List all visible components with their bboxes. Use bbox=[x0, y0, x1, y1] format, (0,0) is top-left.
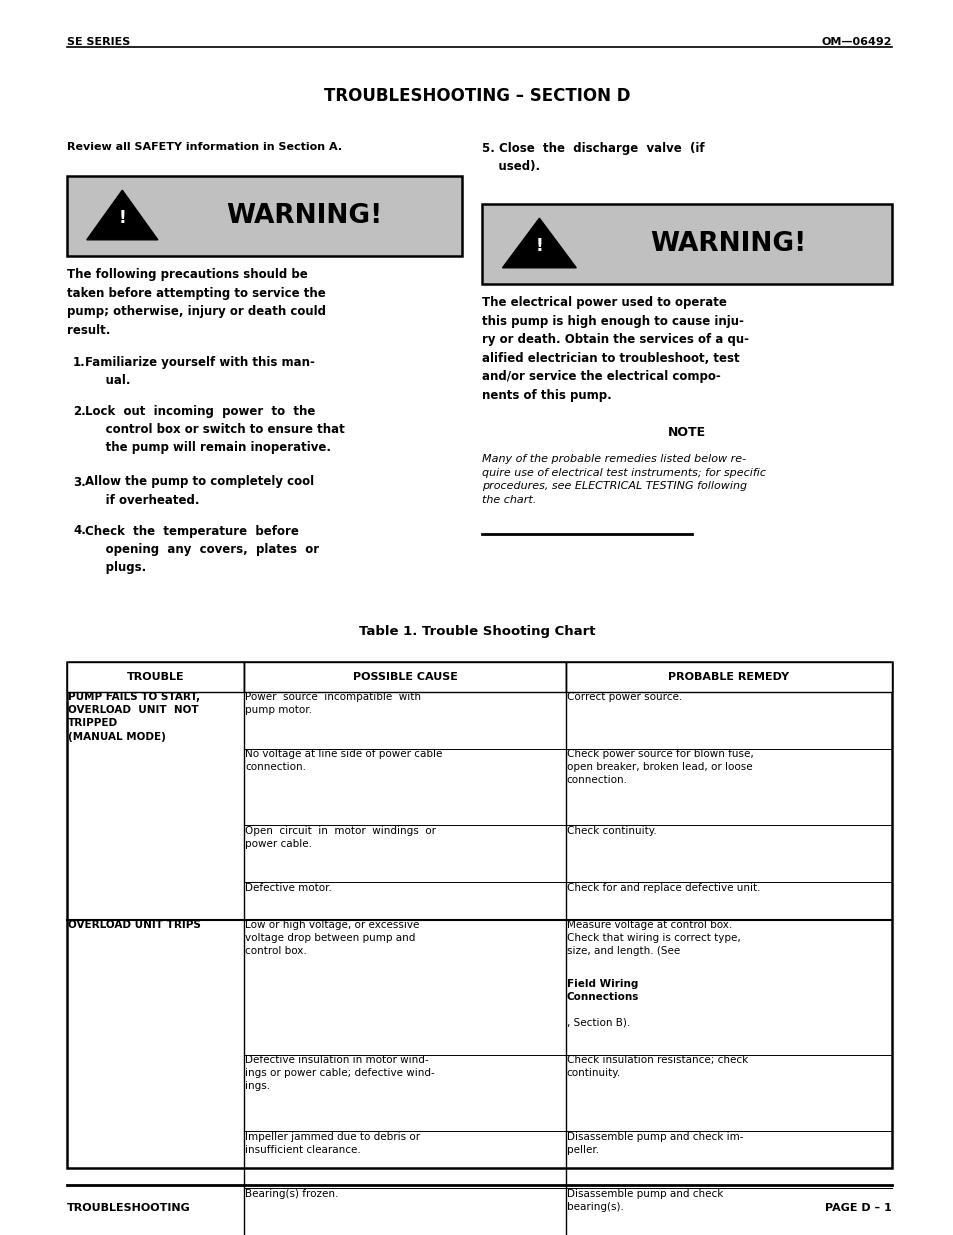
Text: NOTE: NOTE bbox=[667, 426, 705, 438]
Bar bbox=[67, 177, 461, 256]
Bar bbox=[67, 662, 244, 692]
Text: Low or high voltage, or excessive
voltage drop between pump and
control box.: Low or high voltage, or excessive voltag… bbox=[245, 920, 419, 956]
Polygon shape bbox=[87, 190, 157, 240]
Text: Measure voltage at control box.
Check that wiring is correct type,
size, and len: Measure voltage at control box. Check th… bbox=[566, 920, 740, 956]
Text: Impeller jammed due to debris or
insufficient clearance.: Impeller jammed due to debris or insuffi… bbox=[245, 1131, 419, 1155]
Text: SE SERIES: SE SERIES bbox=[67, 37, 131, 47]
Text: PAGE D – 1: PAGE D – 1 bbox=[824, 1203, 891, 1213]
Text: TROUBLESHOOTING – SECTION D: TROUBLESHOOTING – SECTION D bbox=[323, 86, 630, 105]
Text: Familiarize yourself with this man-
     ual.: Familiarize yourself with this man- ual. bbox=[85, 356, 314, 387]
Text: Open  circuit  in  motor  windings  or
power cable.: Open circuit in motor windings or power … bbox=[245, 825, 436, 848]
Text: PROBABLE REMEDY: PROBABLE REMEDY bbox=[668, 672, 789, 682]
Text: TROUBLESHOOTING: TROUBLESHOOTING bbox=[67, 1203, 191, 1213]
Bar bbox=[481, 204, 891, 284]
Text: !: ! bbox=[535, 237, 542, 254]
Text: Allow the pump to completely cool
     if overheated.: Allow the pump to completely cool if ove… bbox=[85, 475, 314, 506]
Text: Bearing(s) frozen.: Bearing(s) frozen. bbox=[245, 1188, 338, 1198]
Text: 2.: 2. bbox=[73, 405, 86, 417]
Bar bbox=[244, 662, 565, 692]
Text: Defective motor.: Defective motor. bbox=[245, 883, 332, 893]
Text: OM—06492: OM—06492 bbox=[821, 37, 891, 47]
Text: Disassemble pump and check
bearing(s).: Disassemble pump and check bearing(s). bbox=[566, 1188, 722, 1212]
Text: 3.: 3. bbox=[73, 475, 86, 489]
Text: Review all SAFETY information in Section A.: Review all SAFETY information in Section… bbox=[67, 142, 342, 152]
Text: PUMP FAILS TO START,
OVERLOAD  UNIT  NOT
TRIPPED
(MANUAL MODE): PUMP FAILS TO START, OVERLOAD UNIT NOT T… bbox=[68, 692, 199, 742]
Text: WARNING!: WARNING! bbox=[226, 203, 382, 228]
Text: Check continuity.: Check continuity. bbox=[566, 825, 656, 836]
Text: Check for and replace defective unit.: Check for and replace defective unit. bbox=[566, 883, 760, 893]
Text: Many of the probable remedies listed below re-
quire use of electrical test inst: Many of the probable remedies listed bel… bbox=[481, 454, 765, 505]
Text: POSSIBLE CAUSE: POSSIBLE CAUSE bbox=[353, 672, 457, 682]
Text: Table 1. Trouble Shooting Chart: Table 1. Trouble Shooting Chart bbox=[358, 625, 595, 638]
Text: 5. Close  the  discharge  valve  (if
    used).: 5. Close the discharge valve (if used). bbox=[481, 142, 704, 173]
Text: The following precautions should be
taken before attempting to service the
pump;: The following precautions should be take… bbox=[67, 268, 326, 336]
Text: Correct power source.: Correct power source. bbox=[566, 692, 681, 701]
Text: The electrical power used to operate
this pump is high enough to cause inju-
ry : The electrical power used to operate thi… bbox=[481, 296, 748, 401]
Text: Check power source for blown fuse,
open breaker, broken lead, or loose
connectio: Check power source for blown fuse, open … bbox=[566, 750, 753, 785]
Polygon shape bbox=[502, 219, 576, 268]
Text: !: ! bbox=[118, 209, 126, 227]
Text: Check insulation resistance; check
continuity.: Check insulation resistance; check conti… bbox=[566, 1055, 747, 1078]
Bar bbox=[565, 662, 891, 692]
Text: Field Wiring
Connections: Field Wiring Connections bbox=[566, 978, 639, 1002]
Text: Lock  out  incoming  power  to  the
     control box or switch to ensure that
  : Lock out incoming power to the control b… bbox=[85, 405, 344, 454]
Text: , Section B).: , Section B). bbox=[566, 1018, 629, 1028]
Text: Check  the  temperature  before
     opening  any  covers,  plates  or
     plug: Check the temperature before opening any… bbox=[85, 525, 319, 573]
Text: 1.: 1. bbox=[73, 356, 86, 369]
Text: OVERLOAD UNIT TRIPS: OVERLOAD UNIT TRIPS bbox=[68, 920, 200, 930]
Text: Power  source  incompatible  with
pump motor.: Power source incompatible with pump moto… bbox=[245, 692, 420, 715]
Text: TROUBLE: TROUBLE bbox=[127, 672, 184, 682]
Text: WARNING!: WARNING! bbox=[649, 231, 805, 257]
Bar bbox=[67, 662, 891, 1168]
Text: Disassemble pump and check im-
peller.: Disassemble pump and check im- peller. bbox=[566, 1131, 742, 1155]
Text: Defective insulation in motor wind-
ings or power cable; defective wind-
ings.: Defective insulation in motor wind- ings… bbox=[245, 1055, 435, 1092]
Text: 4.: 4. bbox=[73, 525, 86, 537]
Text: No voltage at line side of power cable
connection.: No voltage at line side of power cable c… bbox=[245, 750, 442, 772]
